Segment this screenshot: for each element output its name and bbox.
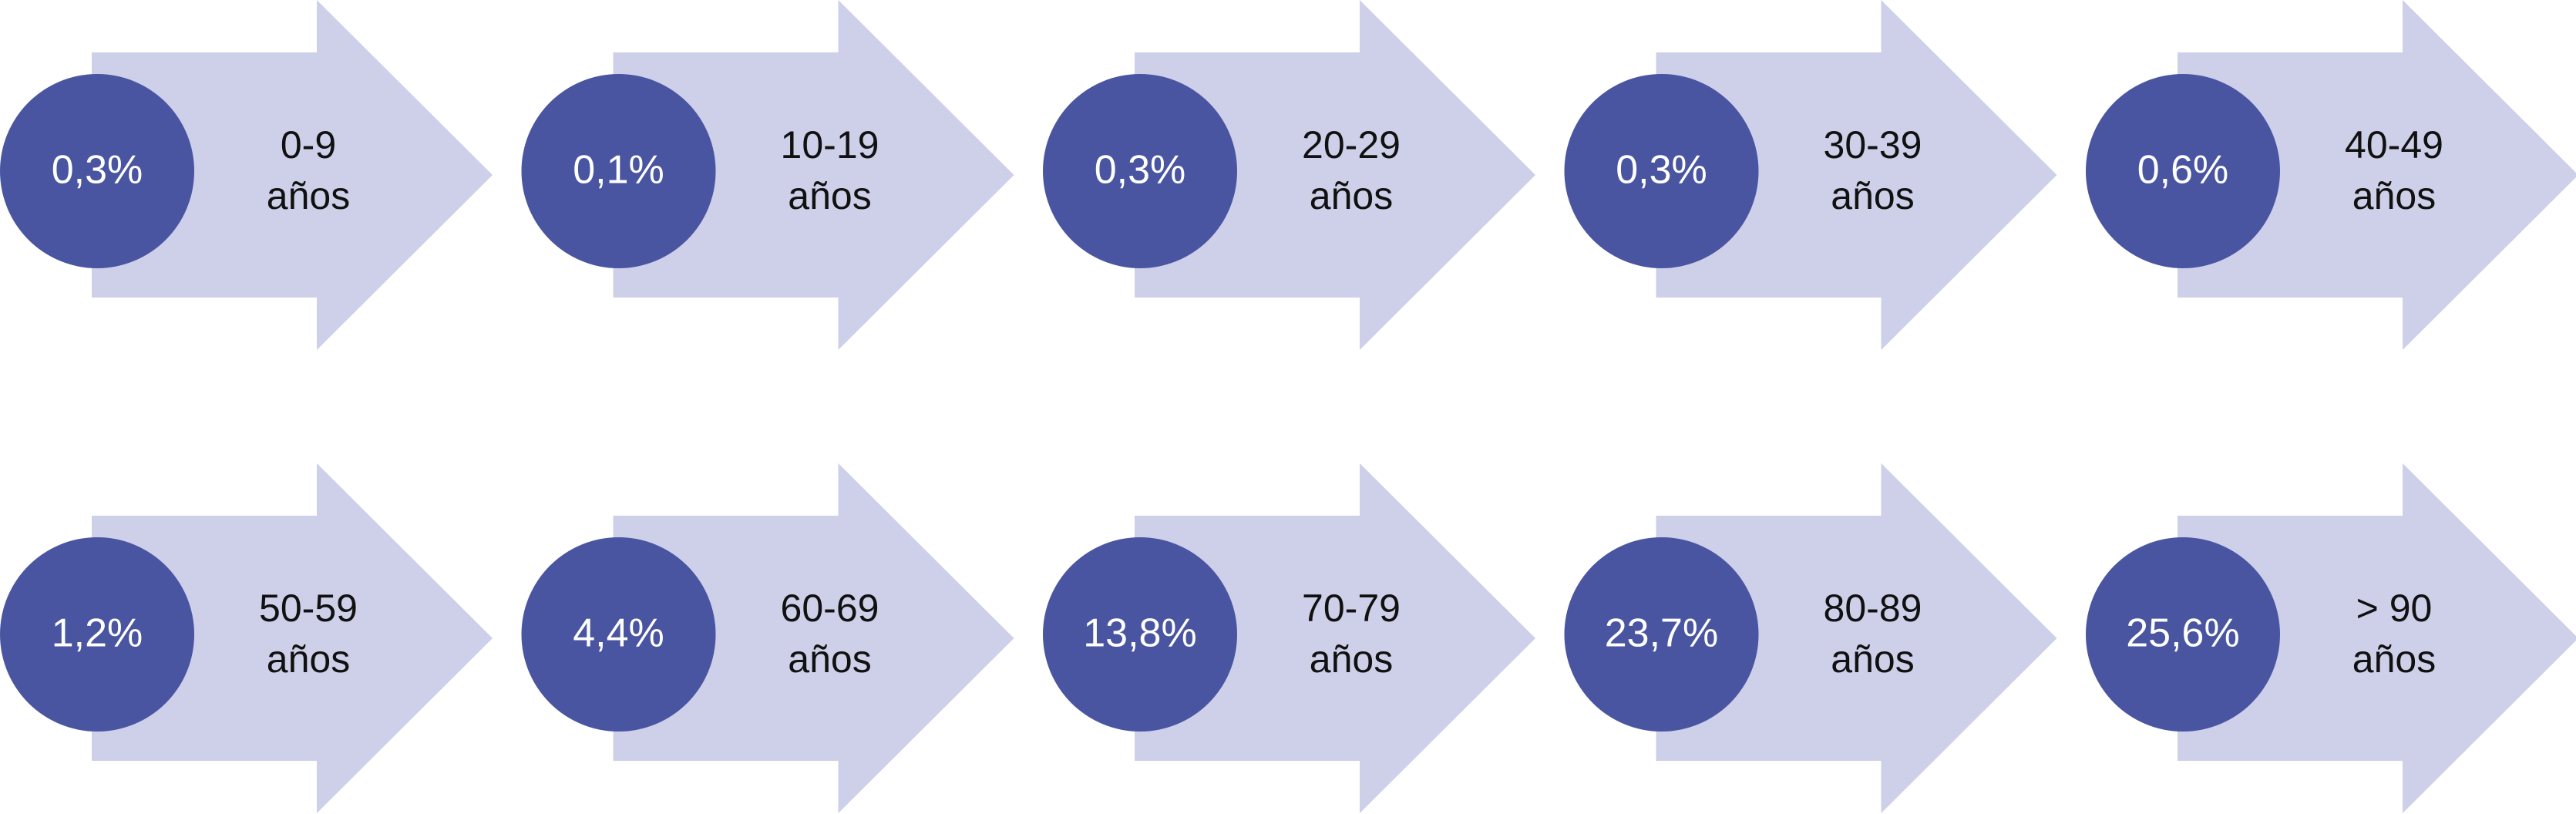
age-unit: años xyxy=(788,174,871,217)
arrow xyxy=(1135,463,1535,813)
age-step: 23,7% 80-89 años xyxy=(1564,463,2057,813)
arrow xyxy=(1656,463,2057,813)
percent-label: 0,3% xyxy=(52,148,143,193)
age-unit: años xyxy=(1831,174,1914,217)
arrow xyxy=(613,0,1014,350)
age-range: 20-29 xyxy=(1302,123,1401,166)
age-step: 25,6% > 90 años xyxy=(2086,463,2576,813)
percent-label: 0,6% xyxy=(2137,148,2229,193)
percent-circle xyxy=(1564,74,1759,268)
age-range: 40-49 xyxy=(2345,123,2443,166)
percent-label: 0,3% xyxy=(1095,148,1186,193)
percent-circle xyxy=(521,537,716,732)
percent-label: 13,8% xyxy=(1083,611,1196,656)
age-range: 10-19 xyxy=(781,123,879,166)
arrow xyxy=(92,463,493,813)
age-unit: años xyxy=(267,174,350,217)
arrow xyxy=(613,463,1014,813)
age-range: 50-59 xyxy=(259,587,358,630)
percent-label: 25,6% xyxy=(2126,611,2239,656)
age-unit: años xyxy=(788,637,871,681)
age-unit: años xyxy=(2352,174,2436,217)
age-step: 0,1% 10-19 años xyxy=(521,0,1014,350)
percent-label: 0,1% xyxy=(573,148,664,193)
percent-label: 0,3% xyxy=(1616,148,1707,193)
percent-circle xyxy=(0,537,194,732)
age-step: 0,3% 30-39 años xyxy=(1564,0,2057,350)
age-step: 1,2% 50-59 años xyxy=(0,463,493,813)
age-unit: años xyxy=(1310,637,1393,681)
arrow xyxy=(2177,0,2576,350)
age-unit: años xyxy=(1310,174,1393,217)
arrow xyxy=(92,0,493,350)
percent-circle xyxy=(2086,537,2280,732)
percent-circle xyxy=(1564,537,1759,732)
age-step: 4,4% 60-69 años xyxy=(521,463,1014,813)
age-step: 0,3% 0-9 años xyxy=(0,0,493,350)
age-range: 70-79 xyxy=(1302,587,1401,630)
age-unit: años xyxy=(1831,637,1914,681)
age-range: 30-39 xyxy=(1824,123,1922,166)
percent-label: 1,2% xyxy=(52,611,143,656)
arrow xyxy=(1656,0,2057,350)
arrow xyxy=(1135,0,1535,350)
age-range: 0-9 xyxy=(281,123,336,166)
age-unit: años xyxy=(2352,637,2436,681)
percent-circle xyxy=(1043,537,1237,732)
percent-circle xyxy=(0,74,194,268)
percent-label: 4,4% xyxy=(573,611,664,656)
percent-label: 23,7% xyxy=(1605,611,1718,656)
age-range: > 90 xyxy=(2356,587,2433,630)
percent-circle xyxy=(1043,74,1237,268)
percent-circle xyxy=(521,74,716,268)
age-range: 60-69 xyxy=(781,587,879,630)
arrow xyxy=(2177,463,2576,813)
age-step: 0,3% 20-29 años xyxy=(1043,0,1535,350)
age-step: 0,6% 40-49 años xyxy=(2086,0,2576,350)
age-range: 80-89 xyxy=(1824,587,1922,630)
age-step: 13,8% 70-79 años xyxy=(1043,463,1535,813)
age-unit: años xyxy=(267,637,350,681)
percent-circle xyxy=(2086,74,2280,268)
